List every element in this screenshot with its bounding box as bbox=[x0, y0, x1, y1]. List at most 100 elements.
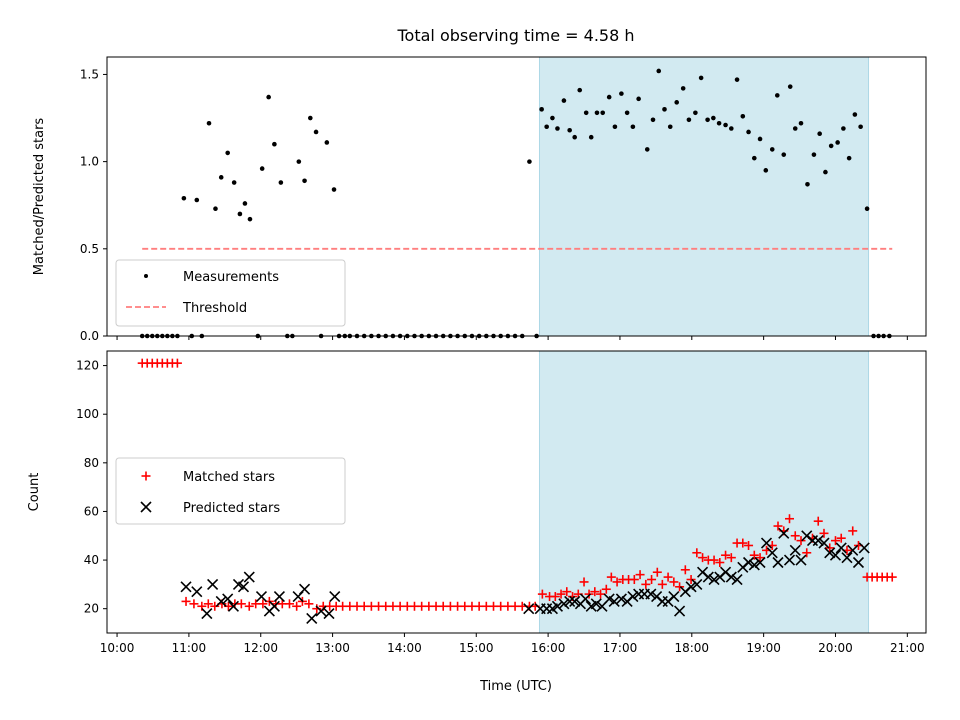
predicted-star-point-b bbox=[315, 605, 327, 617]
predicted-star-point bbox=[627, 590, 639, 603]
measurement-point bbox=[650, 117, 656, 123]
predicted-star-point bbox=[778, 527, 790, 539]
measurement-point bbox=[555, 126, 560, 131]
y-tick-label: 1.0 bbox=[80, 155, 99, 169]
predicted-star-point-b bbox=[564, 595, 576, 607]
measurement-point bbox=[835, 140, 840, 145]
predicted-star-point bbox=[818, 537, 830, 549]
matched-star-point bbox=[744, 540, 754, 550]
matched-star-point bbox=[802, 548, 812, 558]
x-tick-label: 13:00 bbox=[315, 641, 350, 655]
predicted-star-point-b bbox=[180, 581, 192, 593]
predicted-star-point-b bbox=[651, 590, 663, 603]
ratio-panel: 0.0 0.5 1.0 1.5 Matched/Predicted stars Mea… bbox=[32, 56, 927, 343]
matched-star-point bbox=[647, 575, 657, 585]
predicted-star-point bbox=[691, 578, 703, 590]
matched-star-point bbox=[606, 572, 616, 582]
y-tick-label: 0.5 bbox=[80, 242, 99, 256]
matched-star-point bbox=[601, 584, 611, 594]
measurement-point bbox=[686, 117, 692, 123]
predicted-star-point-b bbox=[795, 554, 807, 566]
predicted-star-point-b bbox=[237, 581, 250, 593]
predicted-star-point-b bbox=[273, 590, 285, 603]
predicted-star-point-b bbox=[558, 598, 570, 610]
ratio-axes-frame bbox=[106, 56, 927, 337]
matched-star-point bbox=[663, 572, 673, 582]
legend-threshold-label: Threshold bbox=[182, 301, 247, 316]
measurement-point bbox=[583, 110, 589, 116]
predicted-star-point bbox=[191, 586, 203, 598]
predicted-star-point bbox=[742, 556, 755, 569]
legend-cross-glyph bbox=[140, 501, 152, 513]
predicted-star-point bbox=[708, 573, 720, 586]
measurement-point bbox=[606, 94, 612, 100]
predicted-star-point bbox=[215, 595, 227, 607]
matched-star-point bbox=[304, 599, 314, 609]
predicted-star-point bbox=[523, 603, 535, 615]
x-tick-label: 11:00 bbox=[172, 641, 207, 655]
predicted-star-point bbox=[323, 607, 335, 620]
matched-star-point bbox=[836, 533, 846, 543]
matched-star-point bbox=[550, 592, 560, 602]
matched-star-point bbox=[652, 567, 662, 577]
measurement-point bbox=[572, 134, 577, 140]
measurement-point bbox=[693, 110, 698, 116]
predicted-star-point-b bbox=[778, 527, 790, 539]
predicted-star-point-b bbox=[569, 595, 581, 607]
matched-star-point bbox=[590, 587, 600, 597]
x-tick-label: 15:00 bbox=[459, 641, 494, 655]
measurement-point bbox=[231, 180, 237, 185]
predicted-star-point bbox=[783, 554, 796, 566]
measurement-point bbox=[550, 115, 555, 121]
predicted-star-point-b bbox=[551, 600, 564, 612]
measurement-point bbox=[181, 195, 187, 201]
predicted-star-point bbox=[847, 544, 859, 556]
measurement-point bbox=[567, 127, 572, 133]
measurement-point bbox=[644, 147, 650, 152]
measurement-point bbox=[308, 115, 313, 121]
predicted-star-point-b bbox=[645, 588, 657, 600]
predicted-star-point-b bbox=[742, 556, 755, 569]
predicted-star-point-b bbox=[818, 537, 830, 549]
predicted-star-point bbox=[772, 556, 784, 569]
predicted-star-point bbox=[795, 554, 807, 566]
predicted-star-point-b bbox=[615, 593, 627, 605]
predicted-star-point-b bbox=[306, 612, 318, 624]
predicted-star-point-b bbox=[523, 603, 535, 615]
measurement-point bbox=[662, 107, 667, 112]
ratio-plot-area bbox=[139, 68, 893, 339]
measurement-point bbox=[313, 129, 319, 135]
predicted-star-point-b bbox=[222, 593, 234, 605]
measurement-point bbox=[302, 178, 307, 184]
predicted-star-point-b bbox=[299, 583, 311, 595]
matched-star-point bbox=[236, 599, 246, 609]
predicted-star-point-b bbox=[579, 593, 592, 605]
measurement-point bbox=[206, 120, 212, 126]
legend-matched-label: Matched stars bbox=[183, 470, 275, 485]
y-tick-label: 120 bbox=[76, 359, 99, 373]
predicted-star-point bbox=[725, 571, 737, 583]
matched-star-point bbox=[721, 550, 731, 560]
matched-star-point bbox=[785, 514, 794, 524]
predicted-star-point-b bbox=[191, 586, 203, 598]
matched-star-point bbox=[680, 565, 690, 575]
measurement-point bbox=[667, 124, 673, 130]
matched-star-point bbox=[698, 553, 708, 563]
count-axes-frame bbox=[106, 350, 927, 634]
matched-star-point bbox=[755, 553, 765, 563]
predicted-star-point-b bbox=[725, 571, 737, 583]
y-tick-label: 80 bbox=[84, 456, 99, 470]
predicted-star-point-b bbox=[685, 581, 697, 593]
measurement-point bbox=[594, 110, 600, 116]
measurement-point bbox=[858, 124, 863, 130]
predicted-star-point-b bbox=[754, 556, 766, 569]
measurement-point bbox=[278, 180, 284, 185]
predicted-star-point bbox=[615, 593, 627, 605]
predicted-star-point-b bbox=[812, 535, 824, 547]
predicted-star-point-b bbox=[608, 595, 620, 607]
measurement-point bbox=[237, 211, 243, 217]
predicted-star-point-b bbox=[766, 547, 778, 559]
matched-star-point bbox=[738, 538, 748, 548]
predicted-star-point-b bbox=[783, 554, 796, 566]
matched-star-point bbox=[669, 577, 679, 587]
